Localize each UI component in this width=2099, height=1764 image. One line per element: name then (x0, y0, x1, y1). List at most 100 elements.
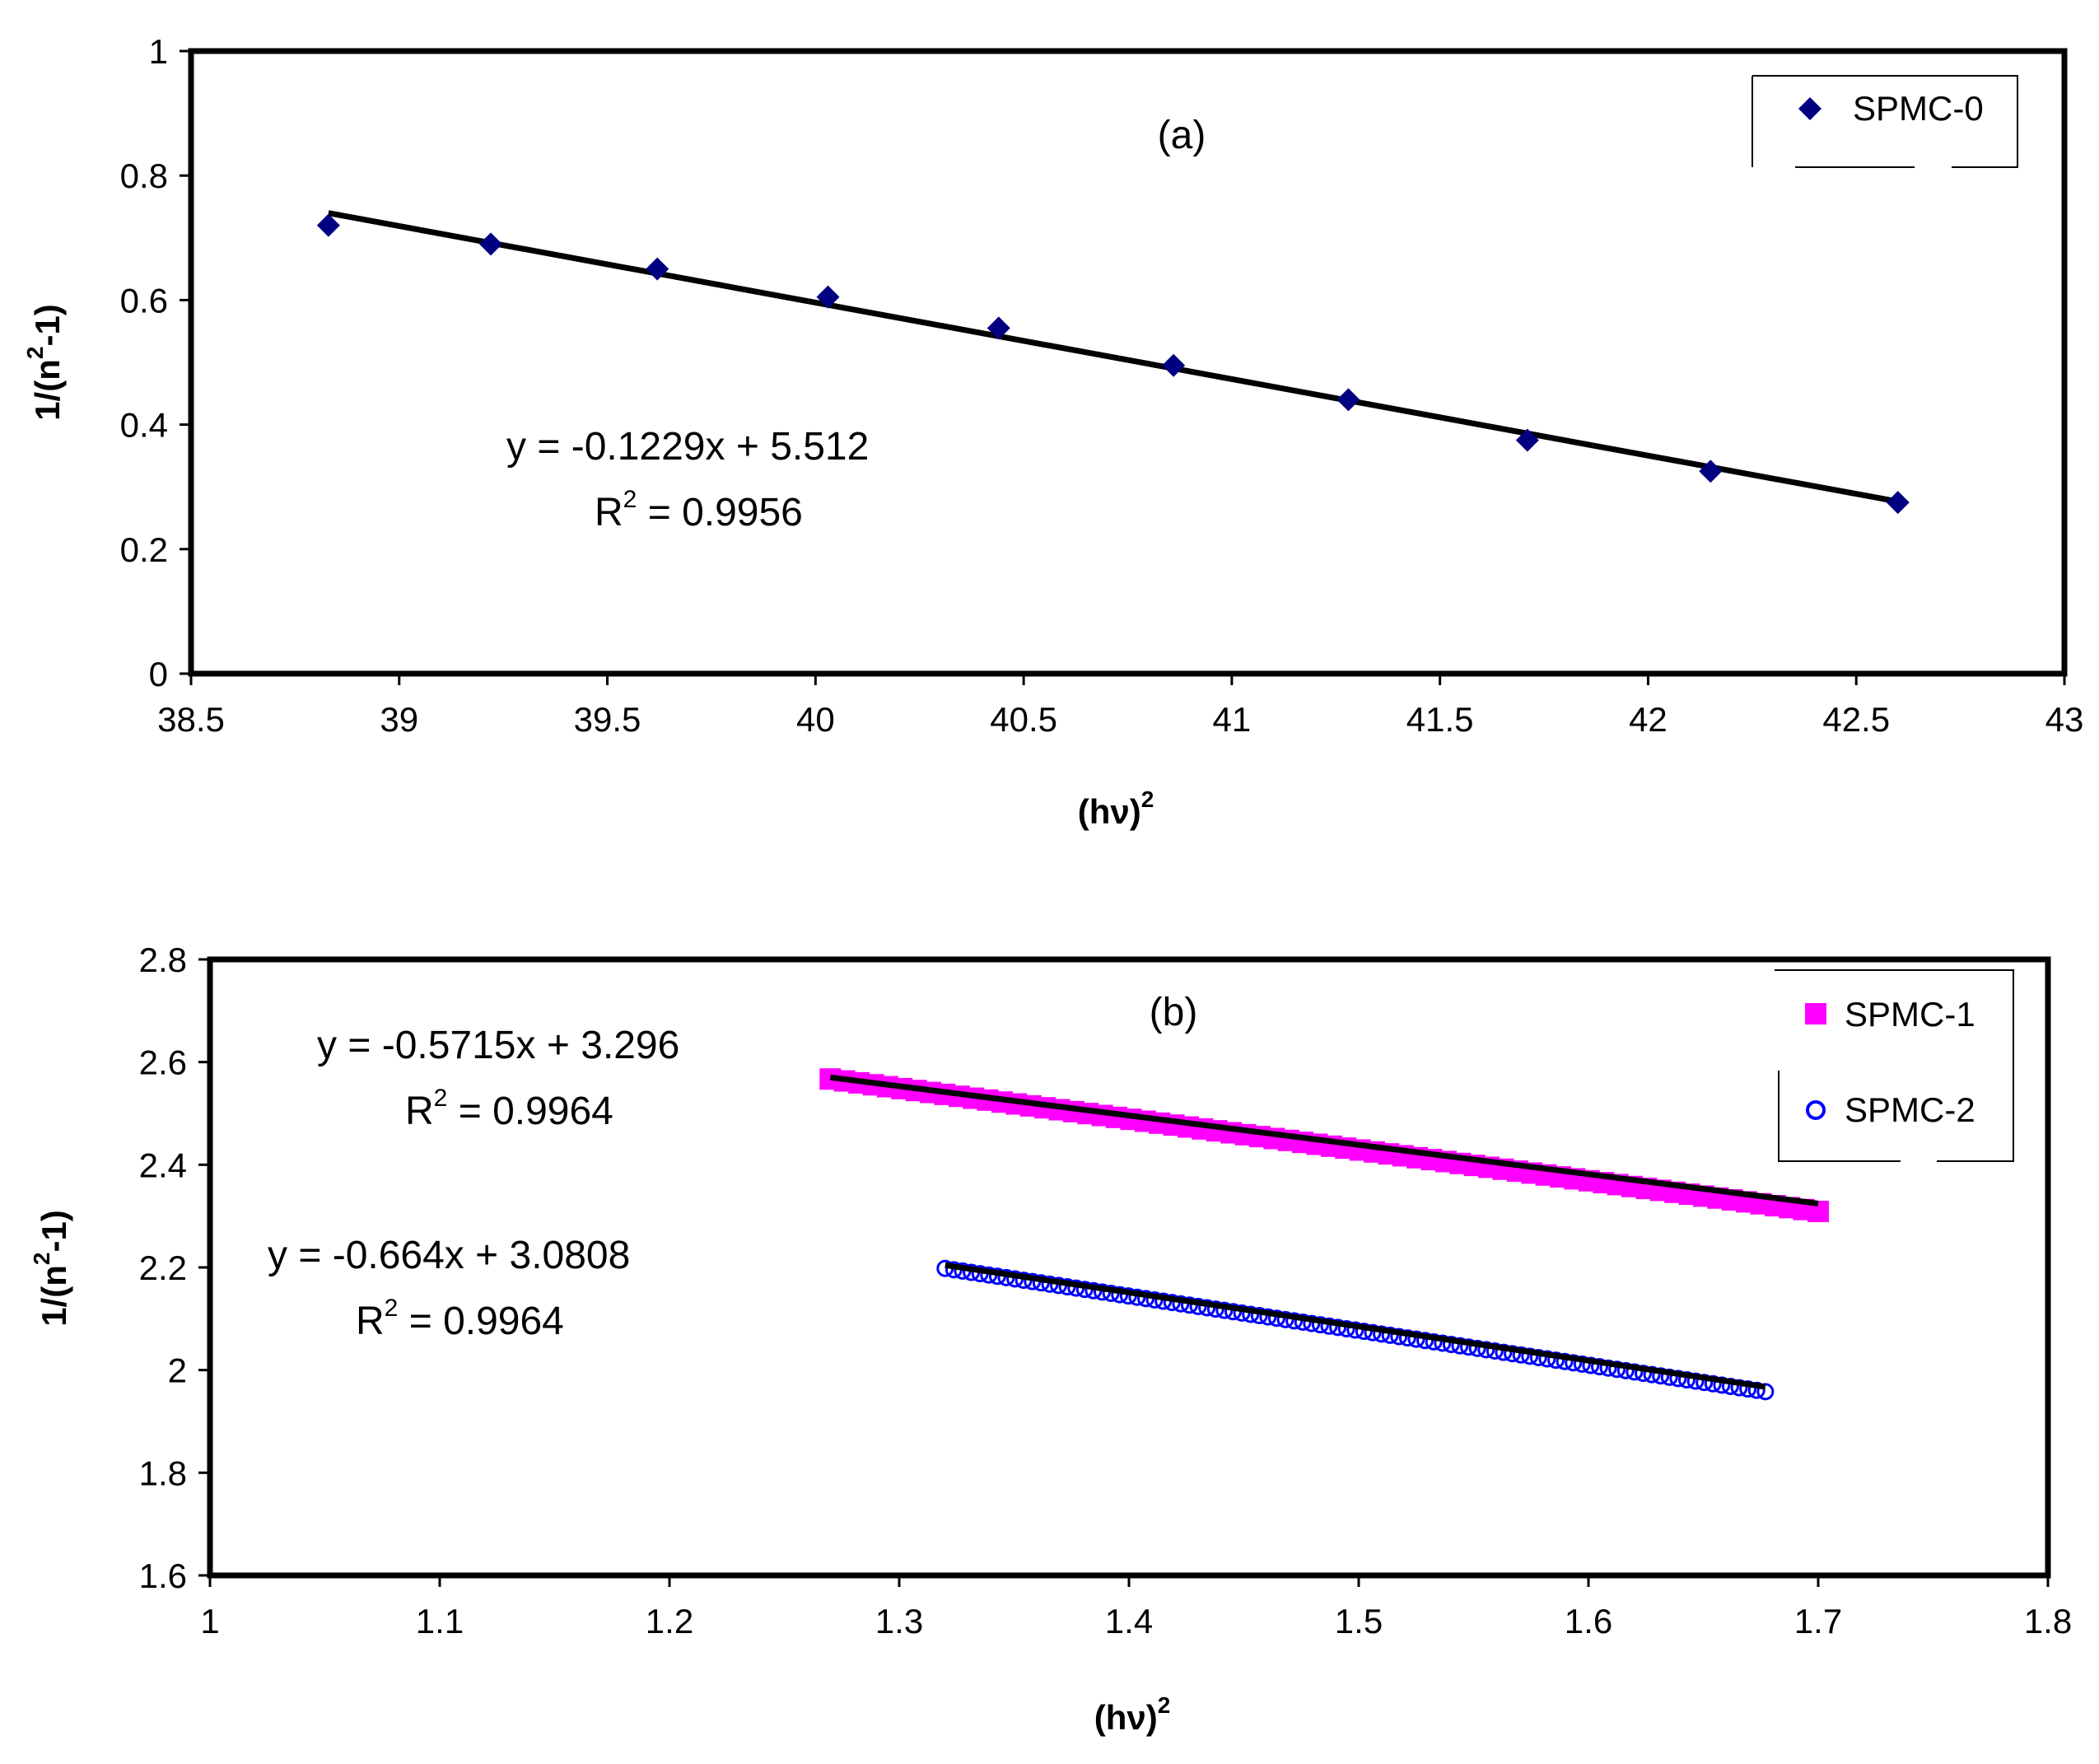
legend-label-spmc-0: SPMC-0 (1853, 89, 1984, 128)
x-tick-label-b: 1.8 (2024, 1602, 2072, 1640)
panel-annotation-a: (a) (1158, 114, 1206, 157)
legend-frame-a (1751, 75, 2018, 168)
panel-annotation-b: (b) (1150, 991, 1198, 1034)
data-point-spmc-0 (1515, 428, 1539, 452)
y-tick-label-b: 2.8 (139, 940, 187, 979)
data-point-spmc-2 (1521, 1347, 1539, 1365)
y-tick-label-a: 0.4 (120, 406, 168, 445)
data-point-spmc-2 (1504, 1345, 1522, 1363)
y-tick-label-b: 2.2 (139, 1248, 187, 1287)
axis-ticks-a (180, 49, 2066, 685)
data-point-spmc-2 (1573, 1355, 1591, 1373)
data-point-spmc-0 (316, 213, 340, 237)
trendline-a-0 (328, 210, 1899, 505)
data-point-spmc-2 (1390, 1328, 1408, 1346)
data-point-spmc-0 (1162, 353, 1186, 377)
data-point-spmc-2 (1591, 1358, 1609, 1376)
y-tick-label-a: 1 (149, 32, 168, 71)
x-tick-label-a: 40 (796, 700, 835, 739)
data-point-spmc-2 (1477, 1341, 1495, 1359)
r-squared-value-a: = 0.9956 (637, 491, 803, 534)
data-point-spmc-2 (1512, 1346, 1530, 1364)
x-tick-label-a: 42.5 (1822, 700, 1890, 739)
x-axis-title-sup-a: 2 (1141, 786, 1154, 812)
x-tick-label-a: 43 (2045, 700, 2084, 739)
data-point-spmc-2 (1364, 1323, 1382, 1342)
tick-labels-a: 38.5 39 39.5 40 40.5 41 41.5 42 42.5 43 0 0.2 0.4 0.6… (120, 32, 2084, 739)
data-point-spmc-2 (1556, 1352, 1574, 1370)
x-tick-label-a: 41.5 (1406, 700, 1474, 739)
r-squared-base-spmc-1: R (405, 1090, 434, 1133)
x-axis-title-base-a: (hν) (1078, 792, 1141, 831)
trendline-equation-spmc-2: y = -0.664x + 3.0808 (268, 1234, 630, 1277)
data-point-spmc-0 (987, 316, 1010, 340)
chart-panel-a: 38.5 39 39.5 40 40.5 41 41.5 42 42.5 43 0 0.2 0.4 0.6… (22, 32, 2083, 831)
data-point-spmc-2 (1468, 1339, 1486, 1357)
data-point-spmc-2 (1529, 1348, 1547, 1366)
r-squared-base-a: R (595, 491, 623, 534)
data-point-spmc-2 (1407, 1330, 1425, 1348)
x-tick-label-b: 1.6 (1565, 1602, 1612, 1640)
x-tick-label-a: 40.5 (990, 700, 1057, 739)
legend-marker-spmc-0 (1798, 97, 1821, 120)
data-point-spmc-2 (1582, 1356, 1600, 1374)
y-axis-title-tail-a: -1) (28, 304, 67, 346)
trendlines-b (829, 1074, 1819, 1390)
legend-a: SPMC-0 (1751, 75, 2018, 168)
y-tick-label-a: 0 (149, 655, 168, 693)
y-tick-label-b: 2.4 (139, 1146, 187, 1184)
y-axis-title-sup-b: 2 (29, 1253, 54, 1266)
y-axis-title-base-b: 1/(n (35, 1265, 73, 1327)
data-point-spmc-0 (816, 285, 840, 309)
r-squared-value-spmc-1: = 0.9964 (447, 1090, 613, 1133)
y-axis-title-b: 1/(n2-1) (29, 1210, 73, 1327)
y-tick-label-a: 0.8 (120, 156, 168, 195)
x-tick-label-a: 41 (1213, 700, 1252, 739)
x-tick-label-b: 1.3 (875, 1602, 923, 1640)
data-point-spmc-2 (1547, 1351, 1565, 1370)
r-squared-sup-spmc-2: 2 (385, 1295, 399, 1322)
r-squared-spmc-2: R2 = 0.9964 (356, 1295, 564, 1343)
legend-marker-spmc-1 (1805, 1003, 1826, 1024)
x-tick-label-b: 1 (200, 1602, 219, 1640)
x-tick-label-a: 39 (380, 700, 418, 739)
data-point-spmc-2 (1398, 1329, 1416, 1347)
x-axis-title-base-b: (hν) (1094, 1698, 1158, 1737)
y-tick-label-a: 0.2 (120, 530, 168, 569)
data-point-spmc-0 (1699, 460, 1723, 483)
x-tick-label-b: 1.5 (1335, 1602, 1383, 1640)
y-tick-label-b: 2 (168, 1351, 187, 1390)
x-tick-label-a: 39.5 (574, 700, 641, 739)
legend-label-spmc-1: SPMC-1 (1845, 995, 1975, 1034)
x-axis-title-sup-b: 2 (1158, 1692, 1171, 1718)
x-axis-title-b: (hν)2 (1094, 1692, 1171, 1737)
r-squared-a: R2 = 0.9956 (595, 486, 803, 534)
data-point-spmc-2 (1425, 1332, 1443, 1351)
legend-frame-b (1775, 969, 2014, 1162)
legend-marker-spmc-2 (1806, 1100, 1826, 1120)
y-tick-label-b: 1.6 (139, 1556, 187, 1595)
data-point-spmc-2 (1565, 1354, 1583, 1372)
axis-ticks-b (198, 958, 2050, 1587)
legend-b: SPMC-1 SPMC-2 (1775, 969, 2014, 1162)
data-point-spmc-2 (1460, 1338, 1478, 1356)
data-points-a (316, 213, 1910, 515)
data-point-spmc-2 (1486, 1342, 1504, 1360)
data-point-spmc-2 (1355, 1323, 1373, 1341)
r-squared-value-spmc-2: = 0.9964 (398, 1300, 564, 1343)
data-point-spmc-2 (1495, 1343, 1513, 1361)
x-tick-label-b: 1.7 (1794, 1602, 1842, 1640)
tick-labels-b: 1 1.1 1.2 1.3 1.4 1.5 1.6 1.7 1.8 1.6 1.8 2 2.2 2.4 2.… (139, 940, 2073, 1640)
trendline-equation-a: y = -0.1229x + 5.512 (506, 425, 869, 469)
data-point-spmc-2 (1373, 1325, 1391, 1343)
y-axis-title-sup-a: 2 (22, 347, 48, 360)
r-squared-base-spmc-2: R (356, 1300, 385, 1343)
x-tick-label-b: 1.2 (646, 1602, 693, 1640)
data-point-spmc-2 (1416, 1332, 1434, 1350)
trendline-b-0 (829, 1074, 1819, 1206)
x-tick-label-b: 1.1 (416, 1602, 464, 1640)
data-point-spmc-0 (1886, 491, 1910, 515)
y-tick-label-b: 2.6 (139, 1043, 187, 1082)
data-point-spmc-0 (646, 257, 669, 281)
